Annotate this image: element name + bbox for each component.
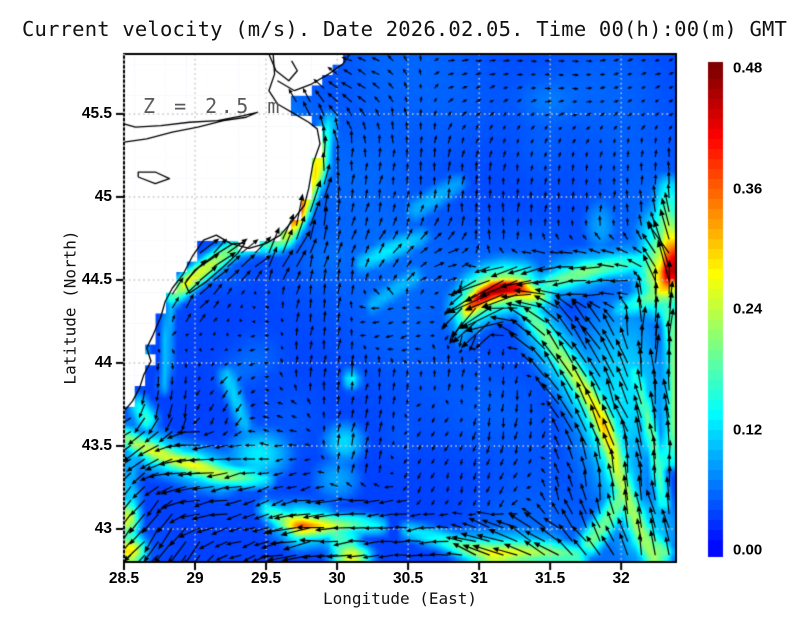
- x-tick-label: 30.5: [393, 570, 424, 587]
- y-tick-label: 43.5: [81, 436, 112, 454]
- x-tick-label: 30: [328, 570, 346, 587]
- y-tick-label: 45.5: [81, 104, 112, 122]
- x-tick-label: 31.5: [535, 570, 566, 587]
- plot-title: Current velocity (m/s). Date 2026.02.05.…: [22, 17, 788, 41]
- y-tick-label: 44: [94, 353, 112, 371]
- colorbar-tick-label: 0.12: [733, 421, 763, 438]
- x-tick-label: 28.5: [108, 570, 140, 587]
- colorbar-tick-label: 0.36: [733, 180, 763, 197]
- y-tick-label: 45: [94, 187, 112, 205]
- colorbar-tick-label: 0.00: [733, 541, 763, 559]
- x-tick-label: 29.5: [250, 570, 282, 587]
- y-tick-label: 44.5: [81, 270, 112, 288]
- colorbar-tick-label: 0.24: [733, 300, 763, 318]
- x-tick-label: 32: [612, 570, 630, 587]
- depth-annotation: Z = 2.5 m: [143, 94, 283, 118]
- x-tick-label: 29: [186, 570, 204, 587]
- x-axis-label: Longitude (East): [322, 589, 478, 608]
- y-tick-label: 43: [94, 519, 112, 537]
- x-tick-label: 31: [470, 570, 488, 587]
- colorbar-tick-label: 0.48: [733, 59, 763, 77]
